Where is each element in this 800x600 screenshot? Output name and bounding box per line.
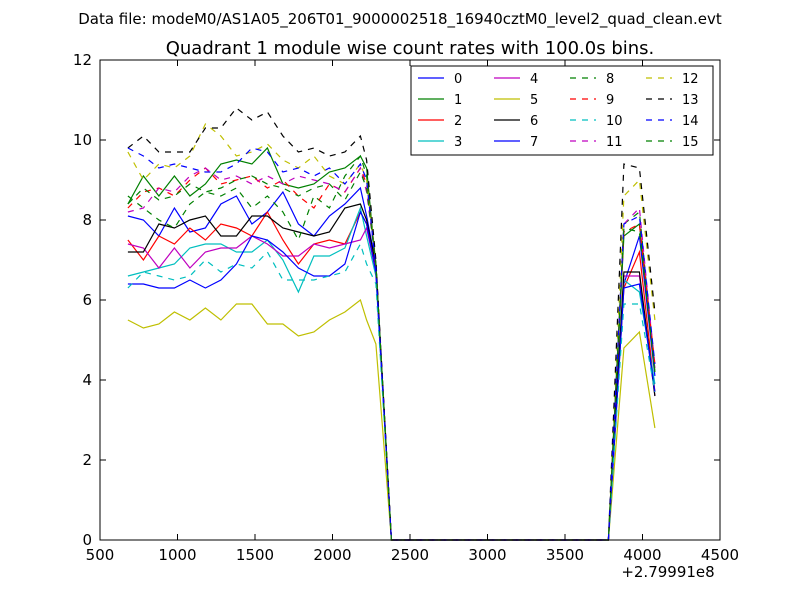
legend-label-3: 3	[454, 135, 462, 150]
series-8-line	[127, 154, 656, 541]
legend-label-8: 8	[606, 72, 614, 87]
series-4-line	[127, 226, 656, 541]
legend-label-15: 15	[682, 135, 699, 150]
x-offset-label: +2.79991e8	[621, 563, 714, 581]
x-tick-label: 4500	[701, 546, 739, 564]
y-tick-label: 6	[82, 291, 92, 309]
series-3-line	[127, 205, 656, 541]
x-tick-label: 3500	[546, 546, 584, 564]
series-1-line	[127, 146, 656, 541]
legend-label-1: 1	[454, 93, 462, 108]
series-12-line	[127, 123, 656, 541]
y-tick-label: 0	[82, 531, 92, 549]
x-tick-label: 3000	[468, 546, 506, 564]
series-6-line	[127, 203, 656, 541]
legend-label-9: 9	[606, 93, 614, 108]
legend-label-5: 5	[530, 93, 538, 108]
x-tick-label: 2000	[313, 546, 351, 564]
legend-label-13: 13	[682, 93, 699, 108]
legend-label-14: 14	[682, 114, 699, 129]
series-lines	[127, 107, 656, 541]
y-tick-label: 8	[82, 211, 92, 229]
legend-label-11: 11	[606, 135, 623, 150]
legend-label-2: 2	[454, 114, 462, 129]
legend-box	[410, 65, 714, 156]
legend-label-4: 4	[530, 72, 538, 87]
legend-label-0: 0	[454, 72, 462, 87]
y-tick-label: 10	[73, 131, 92, 149]
legend-label-10: 10	[606, 114, 623, 129]
x-tick-label: 1000	[158, 546, 196, 564]
axis-ticks: 500 1000 1500 2000 2500 3000 3500 4000 4500 0 2 4 6 8…	[73, 51, 739, 564]
series-14-line	[127, 147, 656, 541]
series-9-line	[127, 166, 656, 541]
x-tick-label: 1500	[236, 546, 274, 564]
x-tick-label: 2500	[391, 546, 429, 564]
series-0-line	[127, 186, 656, 541]
series-11-line	[127, 166, 656, 541]
series-7-line	[127, 210, 656, 541]
chart-title: Quadrant 1 module wise count rates with …	[166, 38, 655, 59]
y-tick-label: 12	[73, 51, 92, 69]
series-15-line	[127, 170, 656, 541]
x-tick-label: 500	[86, 546, 115, 564]
y-tick-label: 4	[82, 371, 92, 389]
data-file-suptitle: Data file: modeM0/AS1A05_206T01_90000025…	[78, 10, 722, 29]
x-tick-label: 4000	[623, 546, 661, 564]
legend-label-7: 7	[530, 135, 538, 150]
series-13-line	[127, 107, 656, 541]
series-5-line	[127, 298, 656, 541]
y-tick-label: 2	[82, 451, 92, 469]
legend-label-12: 12	[682, 72, 699, 87]
series-2-line	[127, 210, 656, 541]
legend-label-6: 6	[530, 114, 538, 129]
series-10-line	[127, 242, 656, 541]
